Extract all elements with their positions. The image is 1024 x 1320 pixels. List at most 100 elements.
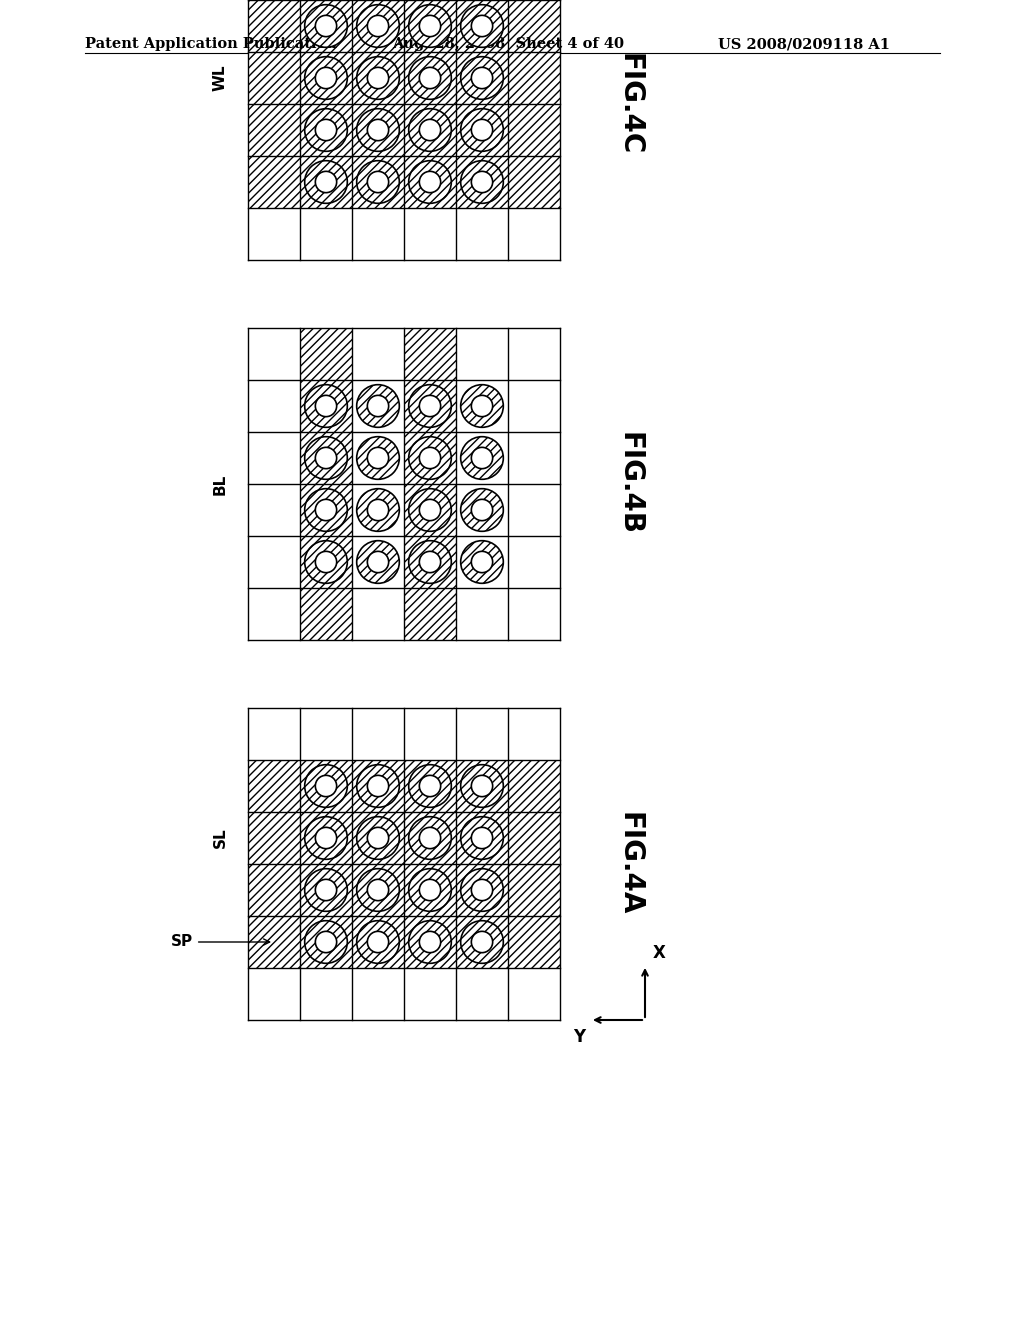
Bar <box>456 760 508 812</box>
Ellipse shape <box>315 879 337 900</box>
Ellipse shape <box>368 172 389 193</box>
Ellipse shape <box>461 541 504 583</box>
Ellipse shape <box>315 932 337 953</box>
Bar <box>300 432 352 484</box>
Ellipse shape <box>471 552 493 573</box>
Ellipse shape <box>471 447 493 469</box>
Ellipse shape <box>315 552 337 573</box>
Ellipse shape <box>368 552 389 573</box>
Ellipse shape <box>305 5 347 48</box>
Bar <box>248 865 300 916</box>
Ellipse shape <box>305 817 347 859</box>
Ellipse shape <box>471 16 493 37</box>
Ellipse shape <box>356 161 399 203</box>
Bar <box>404 916 456 968</box>
Ellipse shape <box>409 920 452 964</box>
Ellipse shape <box>461 869 504 911</box>
Bar <box>404 51 456 104</box>
Bar <box>508 0 560 51</box>
Bar <box>404 380 456 432</box>
Ellipse shape <box>409 541 452 583</box>
Ellipse shape <box>461 384 504 428</box>
Ellipse shape <box>305 384 347 428</box>
Ellipse shape <box>409 384 452 428</box>
Ellipse shape <box>409 57 452 99</box>
Bar <box>248 51 300 104</box>
Ellipse shape <box>461 488 504 532</box>
Ellipse shape <box>315 828 337 849</box>
Ellipse shape <box>420 828 440 849</box>
Bar <box>508 916 560 968</box>
Ellipse shape <box>356 384 399 428</box>
Bar <box>404 587 456 640</box>
Bar <box>404 432 456 484</box>
Ellipse shape <box>471 828 493 849</box>
Ellipse shape <box>420 119 440 141</box>
Bar <box>404 812 456 865</box>
Ellipse shape <box>368 499 389 520</box>
Bar <box>248 0 560 260</box>
Ellipse shape <box>356 437 399 479</box>
Bar <box>404 484 456 536</box>
Bar <box>404 536 456 587</box>
Bar <box>300 156 352 209</box>
Bar <box>300 536 352 587</box>
Bar <box>248 916 300 968</box>
Ellipse shape <box>471 396 493 417</box>
Bar <box>248 104 300 156</box>
Text: Aug. 28, 2008  Sheet 4 of 40: Aug. 28, 2008 Sheet 4 of 40 <box>392 37 624 51</box>
Text: FIG.4C: FIG.4C <box>615 53 643 156</box>
Bar <box>404 760 456 812</box>
Ellipse shape <box>315 16 337 37</box>
Bar <box>508 156 560 209</box>
Ellipse shape <box>461 57 504 99</box>
Ellipse shape <box>409 817 452 859</box>
Ellipse shape <box>315 775 337 797</box>
Bar <box>300 587 352 640</box>
Ellipse shape <box>461 5 504 48</box>
Ellipse shape <box>420 16 440 37</box>
Ellipse shape <box>368 879 389 900</box>
Ellipse shape <box>368 932 389 953</box>
Ellipse shape <box>305 869 347 911</box>
Bar <box>456 865 508 916</box>
Bar <box>404 156 456 209</box>
Ellipse shape <box>471 932 493 953</box>
Text: Patent Application Publication: Patent Application Publication <box>85 37 337 51</box>
Ellipse shape <box>305 488 347 532</box>
Ellipse shape <box>368 16 389 37</box>
Text: US 2008/0209118 A1: US 2008/0209118 A1 <box>718 37 890 51</box>
Bar <box>300 104 352 156</box>
Bar <box>248 0 300 51</box>
Ellipse shape <box>461 764 504 808</box>
Ellipse shape <box>356 920 399 964</box>
Ellipse shape <box>315 499 337 520</box>
Bar <box>300 0 352 51</box>
Bar <box>508 51 560 104</box>
Ellipse shape <box>305 920 347 964</box>
Text: WL: WL <box>213 65 227 91</box>
Ellipse shape <box>471 499 493 520</box>
Text: SP: SP <box>171 935 269 949</box>
Bar <box>352 760 404 812</box>
Ellipse shape <box>420 396 440 417</box>
Ellipse shape <box>305 57 347 99</box>
Ellipse shape <box>461 920 504 964</box>
Ellipse shape <box>461 817 504 859</box>
Ellipse shape <box>315 447 337 469</box>
Bar <box>352 156 404 209</box>
Ellipse shape <box>409 161 452 203</box>
Bar <box>248 812 300 865</box>
Bar <box>404 865 456 916</box>
Ellipse shape <box>315 172 337 193</box>
Ellipse shape <box>471 879 493 900</box>
Text: Y: Y <box>572 1028 585 1045</box>
Ellipse shape <box>356 817 399 859</box>
Bar <box>248 327 560 640</box>
Bar <box>404 0 456 51</box>
Ellipse shape <box>471 775 493 797</box>
Ellipse shape <box>420 932 440 953</box>
Bar <box>508 865 560 916</box>
Bar <box>300 916 352 968</box>
Ellipse shape <box>461 161 504 203</box>
